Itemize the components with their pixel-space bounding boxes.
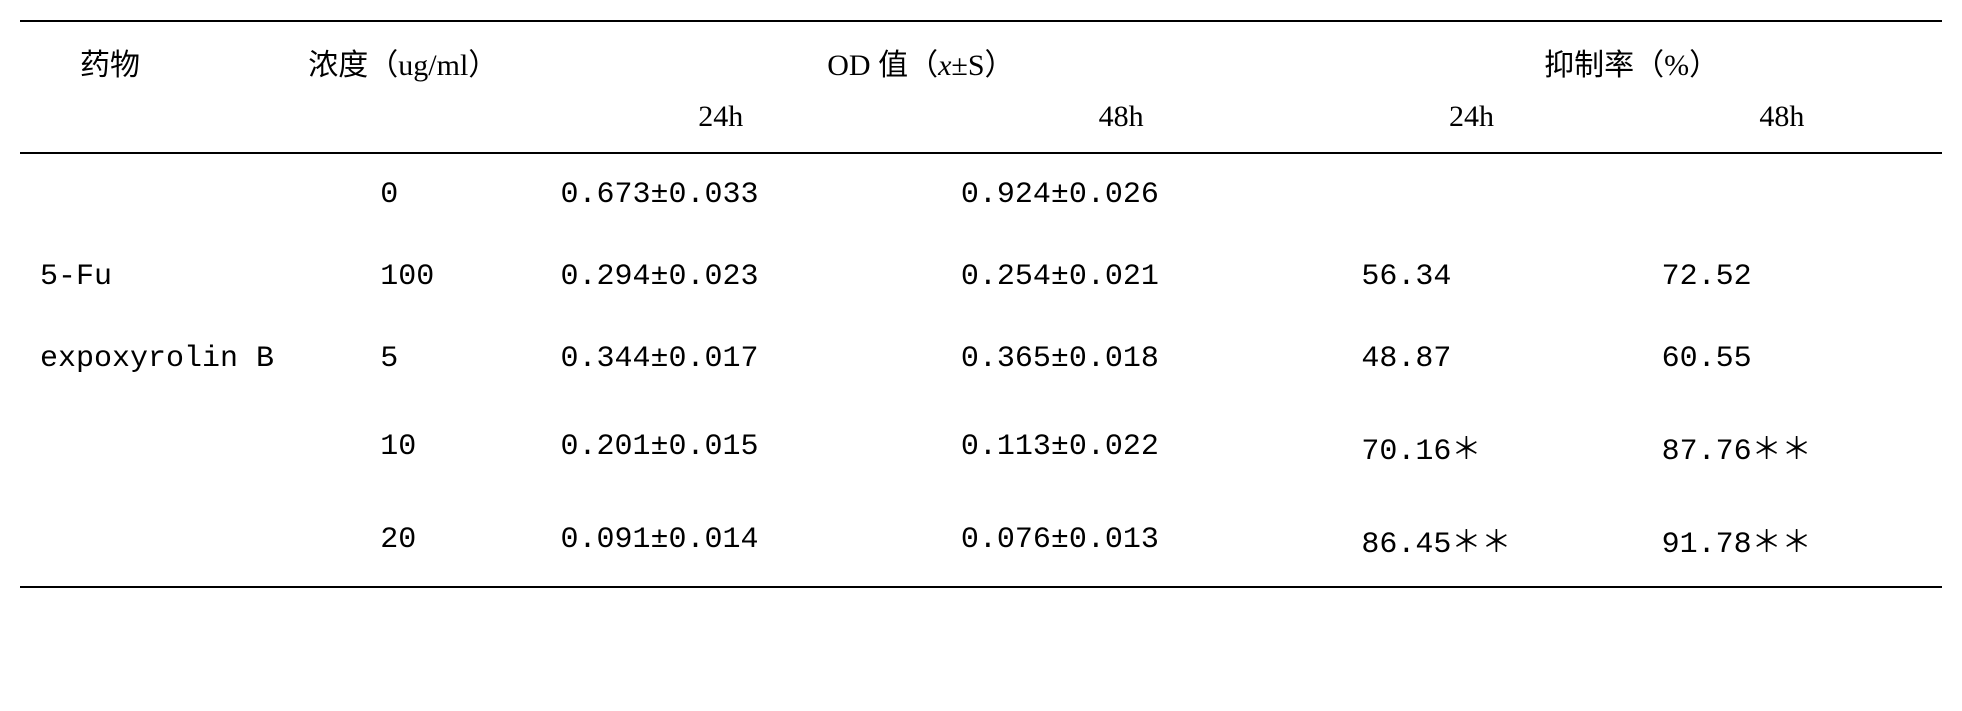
cell-drug xyxy=(20,493,300,587)
cell-drug: expoxyrolin B xyxy=(20,318,300,400)
cell-inh-24h xyxy=(1321,153,1621,236)
cell-od-24h: 0.091±0.014 xyxy=(521,493,921,587)
cell-inh-48h xyxy=(1622,153,1942,236)
cell-od-24h: 0.344±0.017 xyxy=(521,318,921,400)
data-table: 药物 浓度（ug/ml） OD 值（x±S） 抑制率（%） 24h 48h 24… xyxy=(20,20,1942,588)
header-inhibition-rate: 抑制率（%） xyxy=(1321,21,1942,92)
cell-inh-24h: 70.16＊ xyxy=(1321,400,1621,493)
cell-concentration: 5 xyxy=(300,318,520,400)
cell-inh-24h: 48.87 xyxy=(1321,318,1621,400)
cell-drug xyxy=(20,400,300,493)
header-row-main: 药物 浓度（ug/ml） OD 值（x±S） 抑制率（%） xyxy=(20,21,1942,92)
header-od-value: OD 值（x±S） xyxy=(521,21,1322,92)
table-row: 20 0.091±0.014 0.076±0.013 86.45＊＊ 91.78… xyxy=(20,493,1942,587)
table-header: 药物 浓度（ug/ml） OD 值（x±S） 抑制率（%） 24h 48h 24… xyxy=(20,21,1942,153)
table-row: 0 0.673±0.033 0.924±0.026 xyxy=(20,153,1942,236)
cell-od-48h: 0.076±0.013 xyxy=(921,493,1321,587)
header-concentration: 浓度（ug/ml） xyxy=(300,21,520,92)
table-row: 10 0.201±0.015 0.113±0.022 70.16＊ 87.76＊… xyxy=(20,400,1942,493)
header-od-24h: 24h xyxy=(521,92,921,153)
cell-inh-48h: 72.52 xyxy=(1622,236,1942,318)
header-od-x: x xyxy=(938,49,951,82)
cell-od-24h: 0.201±0.015 xyxy=(521,400,921,493)
cell-concentration: 0 xyxy=(300,153,520,236)
header-row-sub: 24h 48h 24h 48h xyxy=(20,92,1942,153)
cell-od-48h: 0.113±0.022 xyxy=(921,400,1321,493)
cell-concentration: 100 xyxy=(300,236,520,318)
table-row: expoxyrolin B 5 0.344±0.017 0.365±0.018 … xyxy=(20,318,1942,400)
cell-od-24h: 0.294±0.023 xyxy=(521,236,921,318)
cell-od-48h: 0.254±0.021 xyxy=(921,236,1321,318)
header-od-prefix: OD 值（ xyxy=(827,49,938,82)
cell-inh-24h: 86.45＊＊ xyxy=(1321,493,1621,587)
cell-concentration: 20 xyxy=(300,493,520,587)
cell-inh-48h: 87.76＊＊ xyxy=(1622,400,1942,493)
cell-inh-48h: 91.78＊＊ xyxy=(1622,493,1942,587)
header-sub-empty-2 xyxy=(300,92,520,153)
table-row: 5-Fu 100 0.294±0.023 0.254±0.021 56.34 7… xyxy=(20,236,1942,318)
cell-drug: 5-Fu xyxy=(20,236,300,318)
header-od-suffix: ±S） xyxy=(951,49,1014,82)
cell-drug xyxy=(20,153,300,236)
header-od-48h: 48h xyxy=(921,92,1321,153)
cell-od-48h: 0.924±0.026 xyxy=(921,153,1321,236)
cell-inh-48h: 60.55 xyxy=(1622,318,1942,400)
cell-inh-24h: 56.34 xyxy=(1321,236,1621,318)
data-table-container: 药物 浓度（ug/ml） OD 值（x±S） 抑制率（%） 24h 48h 24… xyxy=(20,20,1942,588)
cell-od-24h: 0.673±0.033 xyxy=(521,153,921,236)
header-inh-48h: 48h xyxy=(1622,92,1942,153)
header-drug: 药物 xyxy=(20,21,300,92)
cell-concentration: 10 xyxy=(300,400,520,493)
table-body: 0 0.673±0.033 0.924±0.026 5-Fu 100 0.294… xyxy=(20,153,1942,587)
cell-od-48h: 0.365±0.018 xyxy=(921,318,1321,400)
header-inh-24h: 24h xyxy=(1321,92,1621,153)
header-sub-empty-1 xyxy=(20,92,300,153)
